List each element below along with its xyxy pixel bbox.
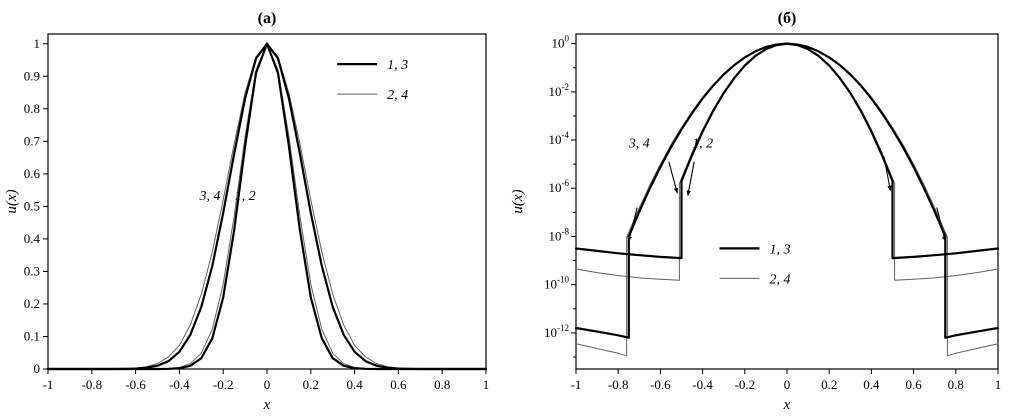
legend-label: 1, 3 (769, 242, 790, 257)
y-tick-label: 0.7 (24, 133, 41, 148)
y-tick-label: 0.3 (24, 263, 40, 278)
legend-label: 1, 3 (387, 58, 408, 73)
legend-label: 2, 4 (769, 272, 790, 287)
y-tick-label: 10-10 (544, 275, 569, 292)
x-tick-label: -0.2 (213, 377, 234, 392)
curve-annotation: 3, 4 (199, 189, 221, 204)
x-tick-label: -0.6 (650, 377, 671, 392)
x-axis-label: x (783, 397, 791, 413)
x-tick-label: 0 (264, 377, 271, 392)
x-tick-label: 0.8 (434, 377, 450, 392)
series-curve-4 (47, 43, 487, 370)
annotation-arrow (883, 156, 892, 192)
x-tick-label: 0.6 (905, 377, 922, 392)
x-axis-label: x (263, 397, 271, 413)
chart-title: (а) (258, 10, 277, 27)
x-tick-label: 0.8 (948, 377, 964, 392)
y-tick-label: 10-8 (549, 226, 570, 243)
y-tick-label: 0.4 (24, 231, 41, 246)
x-tick-label: -0.8 (608, 377, 629, 392)
series-curve-1 (46, 42, 488, 371)
annotation-arrow (627, 207, 638, 242)
annotation-arrow (936, 207, 947, 242)
y-tick-label: 0.6 (24, 166, 41, 181)
y-tick-label: 0.1 (24, 328, 40, 343)
annotation-arrow (686, 161, 695, 197)
series-curve-3 (574, 42, 1000, 339)
annotation-arrow (668, 161, 679, 194)
y-axis-label: u(x) (4, 189, 20, 213)
x-tick-label: 0.4 (346, 377, 363, 392)
x-tick-label: 0.2 (821, 377, 837, 392)
chart-b: -1 -0.8 -0.6 -0.4 -0.2 0 0.2 0.4 0.6 0.8 1 100 10-2 1… (510, 10, 1002, 413)
y-tick-label: 10-12 (544, 323, 569, 340)
x-tick-label: -0.8 (82, 377, 103, 392)
y-tick-label: 0.9 (24, 68, 40, 83)
legend-label: 2, 4 (387, 88, 408, 103)
x-tick-label: -0.4 (169, 377, 190, 392)
y-tick-label: 100 (552, 34, 570, 51)
series-curve-4 (575, 43, 999, 357)
y-tick-label: 10-6 (549, 178, 570, 195)
x-tick-label: -0.2 (735, 377, 756, 392)
x-tick-label: -0.6 (125, 377, 146, 392)
chart-title: (б) (778, 10, 797, 27)
y-tick-label: 10-2 (549, 82, 570, 99)
y-tick-label: 0.8 (24, 101, 40, 116)
x-tick-label: -1 (43, 377, 54, 392)
y-tick-label: 0.5 (24, 198, 40, 213)
x-tick-label: 0 (784, 377, 791, 392)
plot-frame (575, 33, 999, 370)
curve-annotation: 1, 2 (235, 189, 256, 204)
x-tick-label: 1 (995, 377, 1002, 392)
y-tick-label: 0 (34, 361, 41, 376)
x-tick-label: 0.4 (863, 377, 880, 392)
series-curve-3 (46, 42, 488, 371)
x-tick-label: 0.2 (303, 377, 319, 392)
plot-frame (47, 33, 487, 370)
x-tick-label: 1 (483, 377, 490, 392)
y-tick-label: 1 (34, 36, 41, 51)
chart-a: -1 -0.8 -0.6 -0.4 -0.2 0 0.2 0.4 0.6 0.8 1 0 0.1 0.2 0… (4, 10, 490, 413)
curve-annotation: 3, 4 (628, 136, 650, 151)
series-curve-2 (47, 43, 487, 370)
y-tick-label: 0.2 (24, 296, 40, 311)
y-tick-label: 10-4 (549, 130, 570, 147)
series-curve-1 (574, 42, 1000, 260)
x-tick-label: 0.6 (390, 377, 407, 392)
y-axis-label: u(x) (510, 189, 526, 213)
x-tick-label: -1 (571, 377, 582, 392)
x-tick-label: -0.4 (692, 377, 713, 392)
curve-annotation: 1, 2 (692, 136, 713, 151)
